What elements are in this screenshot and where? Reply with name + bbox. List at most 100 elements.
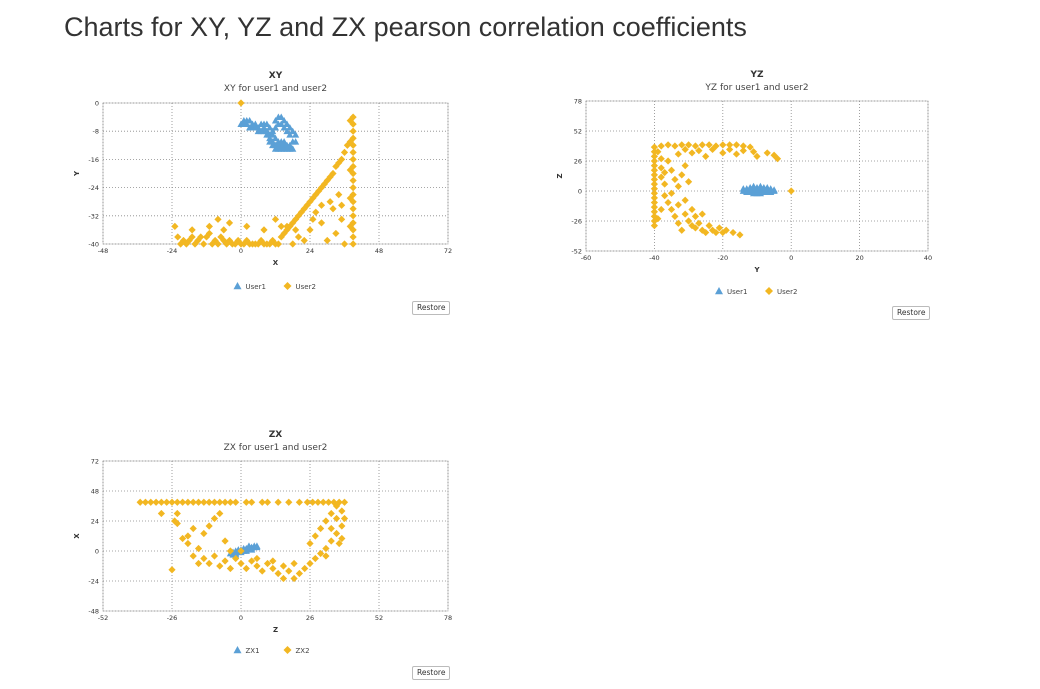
data-point[interactable] — [753, 152, 761, 160]
data-point[interactable] — [157, 498, 165, 506]
data-point[interactable] — [285, 498, 293, 506]
data-point[interactable] — [243, 222, 251, 230]
data-point[interactable] — [349, 127, 357, 135]
data-point[interactable] — [314, 498, 322, 506]
data-point[interactable] — [214, 240, 222, 248]
data-point[interactable] — [157, 509, 165, 518]
data-point[interactable] — [210, 552, 219, 560]
data-point[interactable] — [274, 569, 282, 578]
data-point[interactable] — [280, 124, 288, 131]
data-point[interactable] — [657, 142, 665, 150]
data-point[interactable] — [332, 229, 340, 238]
data-point[interactable] — [664, 141, 672, 149]
data-point[interactable] — [271, 215, 280, 223]
data-point[interactable] — [290, 559, 298, 568]
data-point[interactable] — [329, 169, 337, 178]
data-point[interactable] — [661, 192, 669, 200]
data-point[interactable] — [271, 134, 280, 142]
data-point[interactable] — [279, 562, 288, 570]
restore-button-xy[interactable]: Restore — [412, 301, 451, 315]
data-point[interactable] — [770, 151, 778, 159]
data-point[interactable] — [274, 120, 282, 128]
data-point[interactable] — [274, 240, 282, 248]
data-point[interactable] — [322, 544, 330, 553]
data-point[interactable] — [346, 117, 354, 125]
data-point[interactable] — [260, 120, 268, 128]
data-point[interactable] — [340, 240, 349, 248]
data-point[interactable] — [197, 233, 205, 241]
data-point[interactable] — [271, 124, 280, 131]
data-point[interactable] — [324, 498, 333, 506]
data-point[interactable] — [349, 212, 357, 220]
data-point[interactable] — [274, 498, 282, 506]
data-point[interactable] — [303, 498, 311, 506]
data-point[interactable] — [221, 498, 229, 506]
data-point[interactable] — [285, 567, 293, 575]
data-point[interactable] — [688, 205, 696, 214]
data-point[interactable] — [773, 155, 782, 163]
data-point[interactable] — [253, 543, 261, 551]
data-point[interactable] — [269, 131, 277, 138]
data-point[interactable] — [674, 150, 682, 158]
data-point[interactable] — [319, 498, 327, 506]
data-point[interactable] — [205, 229, 213, 238]
data-point[interactable] — [338, 201, 346, 209]
data-point[interactable] — [248, 557, 256, 565]
data-point[interactable] — [650, 222, 658, 230]
data-point[interactable] — [691, 224, 700, 232]
data-point[interactable] — [280, 138, 288, 145]
data-point[interactable] — [245, 542, 253, 549]
data-point[interactable] — [760, 186, 768, 193]
data-point[interactable] — [338, 215, 346, 223]
data-point[interactable] — [271, 117, 280, 124]
data-point[interactable] — [702, 152, 710, 160]
data-point[interactable] — [338, 534, 346, 543]
data-point[interactable] — [194, 498, 203, 506]
data-point[interactable] — [189, 552, 197, 560]
restore-button-yz[interactable]: Restore — [892, 306, 931, 320]
data-point[interactable] — [322, 517, 330, 525]
data-point[interactable] — [674, 219, 682, 227]
data-point[interactable] — [739, 142, 747, 150]
data-point[interactable] — [216, 509, 224, 518]
data-point[interactable] — [184, 498, 192, 506]
data-point[interactable] — [221, 557, 229, 565]
data-point[interactable] — [664, 157, 672, 165]
data-point[interactable] — [168, 566, 176, 574]
data-point[interactable] — [248, 120, 257, 128]
data-point[interactable] — [147, 498, 155, 506]
data-point[interactable] — [232, 554, 240, 563]
data-point[interactable] — [226, 564, 234, 573]
data-point[interactable] — [251, 124, 259, 131]
data-point[interactable] — [243, 120, 251, 128]
data-point[interactable] — [335, 498, 343, 506]
data-point[interactable] — [269, 564, 277, 573]
data-point[interactable] — [294, 233, 303, 241]
data-point[interactable] — [188, 233, 196, 241]
data-point[interactable] — [317, 219, 326, 227]
data-point[interactable] — [266, 134, 274, 142]
data-point[interactable] — [253, 554, 261, 563]
data-point[interactable] — [729, 228, 737, 237]
data-point[interactable] — [289, 127, 297, 135]
data-point[interactable] — [311, 532, 319, 540]
data-point[interactable] — [746, 186, 754, 193]
data-point[interactable] — [240, 117, 248, 124]
data-point[interactable] — [698, 141, 706, 149]
data-point[interactable] — [283, 120, 291, 128]
data-point[interactable] — [335, 191, 343, 199]
data-point[interactable] — [179, 534, 187, 543]
legend-item[interactable]: User1 — [233, 282, 266, 291]
data-point[interactable] — [739, 147, 747, 155]
data-point[interactable] — [726, 145, 734, 154]
data-point[interactable] — [269, 127, 277, 135]
data-point[interactable] — [258, 498, 266, 506]
data-point[interactable] — [657, 173, 665, 181]
data-point[interactable] — [674, 182, 682, 190]
data-point[interactable] — [346, 194, 354, 202]
data-point[interactable] — [340, 498, 349, 506]
data-point[interactable] — [168, 498, 176, 506]
data-point[interactable] — [332, 502, 341, 510]
data-point[interactable] — [306, 226, 314, 234]
